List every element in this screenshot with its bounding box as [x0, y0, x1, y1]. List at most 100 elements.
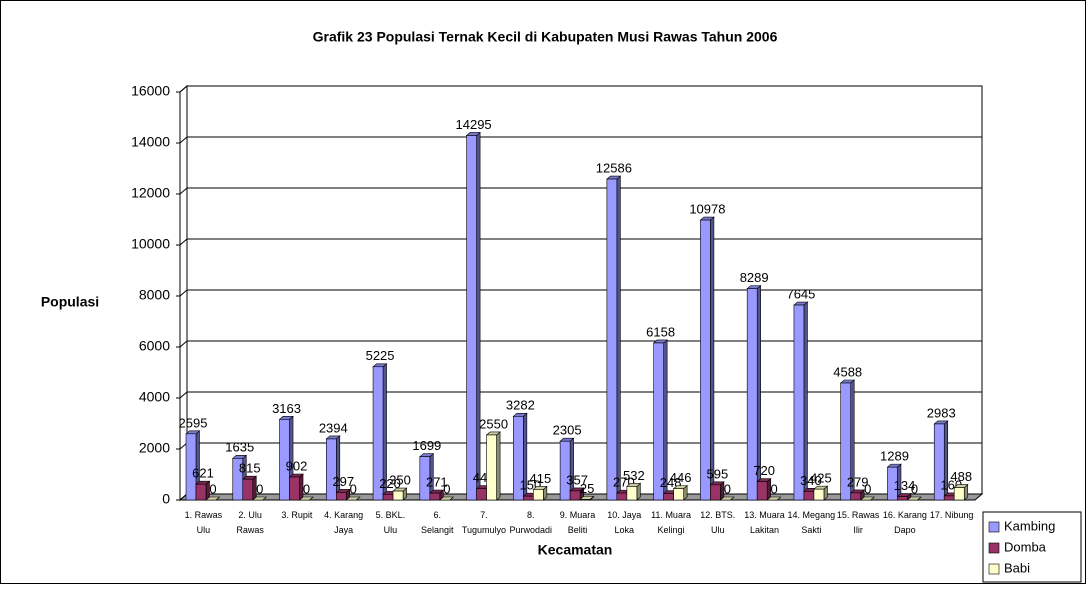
bar	[579, 499, 591, 501]
bar	[476, 488, 487, 501]
data-label: 6158	[646, 324, 675, 339]
y-tick-label: 16000	[131, 83, 170, 99]
bar	[195, 483, 207, 501]
data-label: 815	[239, 461, 261, 476]
grid-line	[179, 85, 188, 93]
bar-side	[496, 431, 501, 501]
bar-top	[906, 496, 922, 501]
grid-line	[179, 187, 188, 195]
data-label: 1699	[412, 438, 441, 453]
legend-label: Domba	[1004, 539, 1047, 554]
data-label: 25	[580, 481, 594, 496]
data-label: 2394	[319, 420, 348, 435]
data-label: 532	[623, 468, 645, 483]
bar	[429, 492, 441, 501]
bar	[793, 304, 805, 501]
data-label: 4588	[833, 364, 862, 379]
bar	[653, 342, 664, 501]
data-label: 2305	[553, 423, 582, 438]
data-label: 1635	[225, 440, 254, 455]
data-label: 2983	[927, 405, 956, 420]
x-tick-label: 3. Rupit	[281, 510, 313, 520]
data-label: 350	[389, 473, 411, 488]
bar	[887, 466, 898, 501]
bar	[559, 440, 571, 501]
x-axis-label: Kecamatan	[538, 542, 613, 558]
data-label: 5225	[366, 348, 395, 363]
data-label: 0	[771, 481, 778, 496]
bar	[897, 496, 908, 501]
data-label: 0	[443, 481, 450, 496]
data-label: 0	[209, 481, 216, 496]
data-label: 720	[753, 463, 775, 478]
data-label: 446	[670, 470, 692, 485]
x-tick-label: 5. BKL. Ulu	[376, 510, 406, 535]
legend-swatch	[988, 542, 1000, 554]
bar	[325, 438, 337, 501]
x-tick-label: 17. Nibung	[930, 510, 974, 520]
data-label: 7645	[786, 286, 815, 301]
x-tick-label: 7. Tugumulyo	[462, 510, 506, 535]
data-label: 0	[350, 481, 357, 496]
y-axis-label: Populasi	[41, 294, 99, 310]
data-label: 902	[286, 458, 308, 473]
legend-swatch	[988, 521, 1000, 533]
grid-line	[179, 238, 188, 246]
bar	[185, 433, 197, 501]
data-label: 357	[566, 472, 588, 487]
data-label: 621	[192, 466, 214, 481]
bar	[466, 135, 477, 501]
bar	[663, 493, 674, 501]
y-tick-label: 4000	[139, 389, 170, 405]
data-label: 2550	[479, 416, 508, 431]
bar	[700, 219, 711, 501]
bar	[933, 423, 945, 501]
grid-line	[179, 136, 188, 144]
x-tick-label: 6. Selangit	[421, 510, 454, 535]
data-label: 14295	[456, 117, 492, 132]
bar	[673, 488, 684, 501]
data-label: 279	[847, 474, 869, 489]
bar	[616, 492, 628, 501]
data-label: 297	[332, 474, 354, 489]
legend-box	[982, 511, 1082, 583]
bar	[335, 492, 347, 501]
bar	[289, 476, 300, 501]
x-tick-label: 16. Karang Dapo	[883, 510, 927, 535]
data-label: 0	[303, 481, 310, 496]
bar-top	[766, 496, 782, 501]
bar	[746, 288, 758, 501]
x-tick-label: 8. Purwodadi	[509, 510, 552, 535]
grid-line	[179, 289, 188, 297]
bar-top	[859, 496, 876, 501]
y-tick-label: 0	[162, 491, 170, 507]
y-tick-label: 12000	[131, 185, 170, 201]
y-tick-label: 6000	[139, 338, 170, 354]
bar	[523, 495, 534, 501]
bar	[756, 481, 768, 501]
bar-top	[439, 496, 455, 501]
data-label: 425	[810, 471, 832, 486]
data-label: 220	[379, 476, 401, 491]
data-label: 0	[724, 481, 731, 496]
legend-label: Kambing	[1004, 518, 1055, 533]
data-label: 8289	[740, 270, 769, 285]
data-label: 12586	[596, 160, 632, 175]
data-label: 1289	[880, 449, 909, 464]
bar-top	[251, 496, 268, 501]
bar	[943, 495, 955, 501]
bar	[803, 491, 815, 501]
y-tick-label: 10000	[131, 236, 170, 252]
data-label: 271	[426, 475, 448, 490]
bar	[953, 487, 965, 501]
bar-top	[345, 496, 361, 501]
x-tick-label: 1. Rawas Ulu	[185, 510, 223, 535]
bar	[710, 484, 721, 501]
bar	[486, 434, 497, 501]
x-tick-label: 15. Rawas Ilir	[837, 510, 880, 535]
bar	[242, 478, 254, 501]
x-tick-label: 11. Muara Kelingi	[651, 510, 691, 535]
x-tick-label: 13. Muara Lakitan	[744, 510, 785, 535]
bar-top	[298, 496, 314, 501]
